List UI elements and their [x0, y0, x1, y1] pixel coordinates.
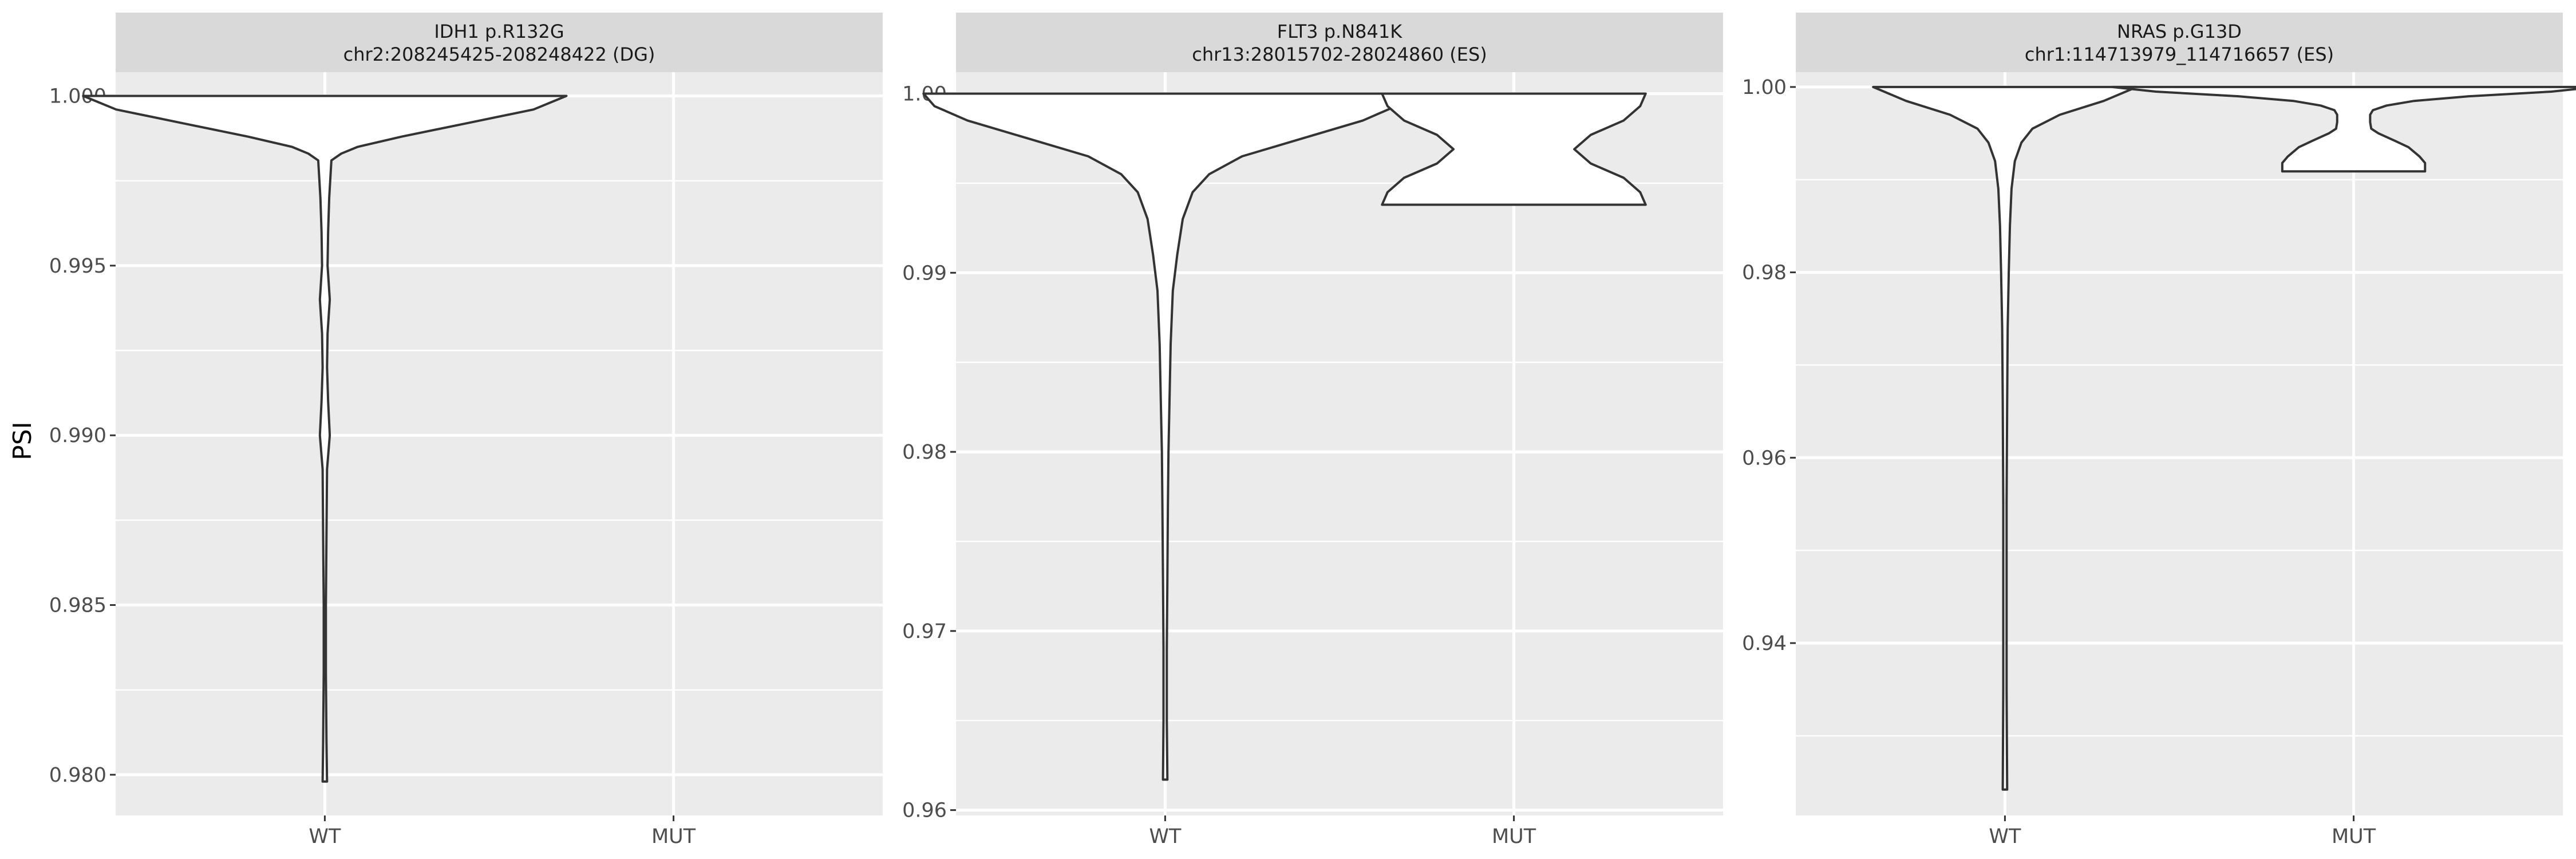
x-tick-label: MUT: [651, 825, 696, 848]
y-tick-label: 0.94: [1742, 632, 1787, 655]
y-tick-label: 0.96: [902, 799, 947, 822]
x-tick-label: WT: [309, 825, 341, 848]
y-tick-label: 0.98: [902, 441, 947, 464]
x-tick-label: MUT: [1492, 825, 1536, 848]
facet-strip: [1796, 13, 2563, 72]
y-tick-label: 0.995: [49, 255, 106, 278]
x-tick-label: WT: [1149, 825, 1182, 848]
facet-title-region: chr2:208245425-208248422 (DG): [343, 44, 655, 65]
facet-strip: [116, 13, 883, 72]
y-tick-label: 0.985: [49, 594, 106, 617]
violin-mut: [2111, 85, 2576, 173]
panel-background: [1796, 72, 2563, 815]
x-tick-label: WT: [1989, 825, 2021, 848]
facet-title-gene: FLT3 p.N841K: [1277, 21, 1402, 42]
y-tick-label: 0.980: [49, 764, 106, 787]
y-tick-label: 0.97: [902, 620, 947, 643]
panel-background: [116, 72, 883, 815]
y-tick-label: 1.00: [1742, 76, 1787, 99]
violin-wt: [82, 94, 568, 783]
y-tick-label: 0.98: [1742, 262, 1787, 285]
violin-wt: [922, 92, 1408, 781]
facet-strip: [956, 13, 1723, 72]
facet-title-region: chr13:28015702-28024860 (ES): [1192, 44, 1487, 65]
x-tick-label: MUT: [2332, 825, 2376, 848]
violin-mut: [1381, 92, 1647, 206]
y-axis-title: PSI: [8, 421, 37, 460]
y-tick-label: 0.990: [49, 424, 106, 447]
violin-wt: [1872, 85, 2138, 791]
y-tick-label: 0.99: [902, 262, 947, 285]
facet-title-region: chr1:114713979_114716657 (ES): [2025, 44, 2334, 65]
y-tick-label: 0.96: [1742, 447, 1787, 470]
facet-title-gene: IDH1 p.R132G: [434, 21, 564, 42]
facet-title-gene: NRAS p.G13D: [2117, 21, 2242, 42]
